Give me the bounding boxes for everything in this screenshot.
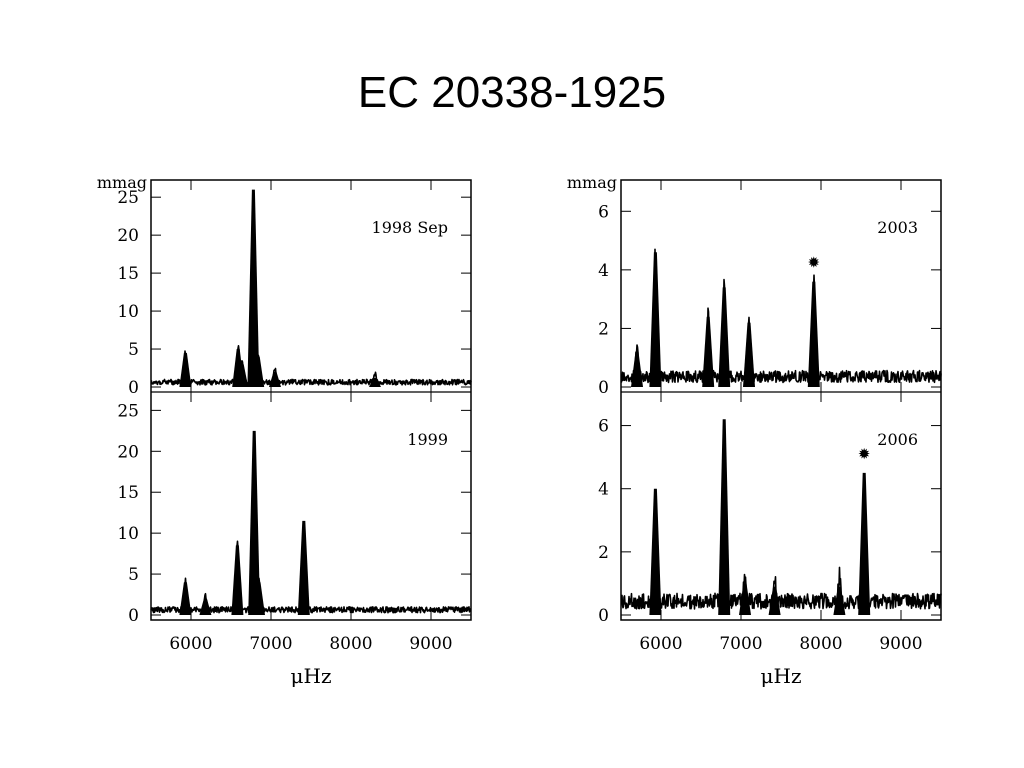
plot-frame [150,179,472,621]
y-tick-label: 5 [128,340,139,360]
y-tick-label: 15 [117,264,139,284]
series-line [150,211,472,386]
peak-mark [649,252,662,387]
y-tick-label: 0 [598,606,609,626]
y-tick-label: 15 [117,483,139,503]
y-tick-label: 6 [598,417,609,437]
peak-mark [269,371,281,387]
peak-mark [179,582,192,615]
peak-mark [179,352,192,387]
peak-mark [199,598,212,615]
peak-mark [768,586,781,615]
y-tick-label: 6 [598,202,609,222]
y-unit-label: mmag [97,173,147,192]
x-tick-label: 6000 [169,634,212,654]
peak-mark [858,472,871,615]
peak-mark [702,316,715,387]
peak-mark [718,419,731,615]
x-tick-label: 6000 [639,634,682,654]
x-tick-label: 9000 [409,634,452,654]
y-tick-label: 4 [598,261,609,281]
plot-frame [620,179,942,621]
peak-mark [369,377,381,387]
y-tick-label: 10 [117,302,139,322]
peak-mark [252,356,265,387]
peak-mark [248,430,261,615]
y-tick-label: 10 [117,524,139,544]
peak-mark [253,582,265,615]
y-tick-label: 0 [598,378,609,398]
y-tick-label: 5 [128,565,139,585]
y-tick-label: 25 [117,188,139,208]
peak-mark [631,351,643,387]
panel-label: 2003 [877,218,918,237]
y-tick-label: 20 [117,442,139,462]
series-line [150,451,472,614]
y-tick-label: 0 [128,606,139,626]
x-tick-label: 8000 [799,634,842,654]
y-tick-label: 20 [117,226,139,246]
series-line [620,248,942,384]
peak-mark [231,545,244,615]
star-marker-icon: ✹ [858,445,871,463]
x-axis-label: μHz [291,664,332,688]
x-tick-label: 7000 [719,634,762,654]
peak-mark [236,364,249,387]
peak-mark [247,189,260,387]
peak-mark [739,583,751,615]
peak-mark [297,520,310,615]
panel-label: 2006 [877,430,918,449]
peak-mark [807,281,820,387]
panel-label: 1999 [407,430,448,449]
series-line [620,427,942,610]
y-tick-label: 2 [598,319,609,339]
y-unit-label: mmag [567,173,617,192]
star-marker-icon: ✹ [808,254,821,272]
x-axis-label: μHz [761,664,802,688]
peak-mark [743,322,755,387]
peak-mark [649,488,662,615]
x-tick-label: 8000 [329,634,372,654]
x-tick-label: 9000 [879,634,922,654]
slide-title: EC 20338-1925 [357,68,667,117]
x-tick-label: 7000 [249,634,292,654]
peak-mark [833,586,846,615]
peak-mark [718,287,731,387]
y-tick-label: 2 [598,543,609,563]
panel-label: 1998 Sep [372,218,448,237]
y-tick-label: 25 [117,401,139,421]
y-tick-label: 4 [598,480,609,500]
y-tick-label: 0 [128,378,139,398]
